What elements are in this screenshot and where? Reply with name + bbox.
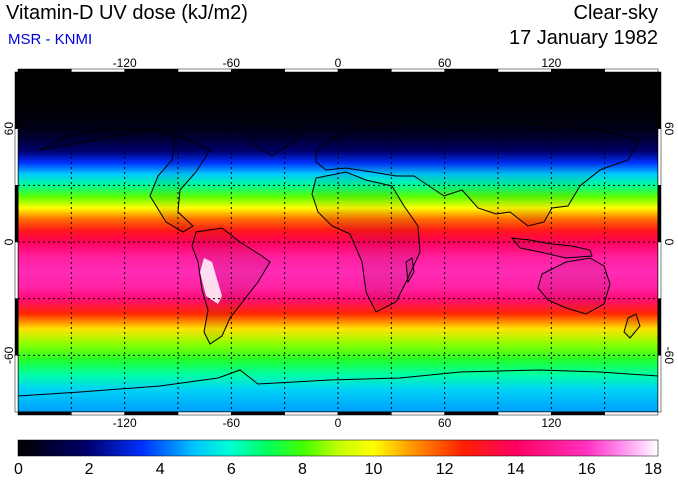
coastline-africa: [311, 171, 421, 313]
frame-tick-top: [444, 68, 499, 73]
frame-tick-right: [657, 298, 662, 356]
colorbar-tick-label: 4: [156, 461, 165, 478]
frame-tick-bottom: [177, 411, 232, 416]
longitude-label-bottom: 60: [438, 416, 452, 430]
frame-tick-bottom: [444, 411, 499, 416]
colorbar: 0 2 4 6 8 10 12 14 16 18: [14, 439, 662, 478]
longitude-labels: -120 -120 -60 -60 0 0 60 60 120 120: [113, 56, 562, 430]
frame-tick-bottom: [284, 411, 339, 416]
longitude-label-bottom: 120: [541, 416, 561, 430]
longitude-label-top: 60: [438, 56, 452, 70]
coastline-antarctica: [18, 369, 658, 397]
frame-tick-top: [284, 68, 339, 73]
frame-tick-right: [657, 355, 662, 413]
colorbar-tick-label: 2: [85, 461, 94, 478]
latitude-label-right: 0: [662, 239, 676, 246]
frame-tick-right: [657, 185, 662, 243]
frame-tick-bottom: [551, 411, 605, 416]
latitude-label-left: 0: [2, 238, 16, 245]
frame-tick-left: [14, 71, 19, 129]
colorbar-scale: [17, 439, 659, 457]
frame-tick-right: [657, 71, 662, 129]
frame-tick-left: [14, 241, 19, 299]
land-overlay: [18, 105, 658, 397]
frame-tick-left: [14, 185, 19, 243]
coastline-indonesia: [510, 237, 593, 259]
coastline-australia: [537, 257, 611, 315]
latitude-label-left: 60: [2, 122, 16, 136]
frame-tick-bottom: [71, 411, 125, 416]
colorbar-tick-label: 0: [14, 461, 23, 478]
frame-tick-right: [657, 128, 662, 186]
coastline-eurasia: [315, 117, 641, 227]
longitude-label-top: -120: [113, 56, 137, 70]
frame-tick-bottom: [497, 411, 552, 416]
colorbar-tick-label: 10: [365, 461, 383, 478]
latitude-labels: 60 60 0 0 -60 -60: [2, 122, 676, 365]
frame-tick-left: [14, 128, 19, 186]
data-source-label: MSR - KNMI: [8, 31, 93, 48]
longitude-label-bottom: 0: [335, 416, 342, 430]
frame-tick-right: [657, 241, 662, 299]
colorbar-tick-label: 6: [227, 461, 236, 478]
map-title: Vitamin-D UV dose (kJ/m2): [6, 2, 248, 24]
longitude-label-top: 0: [335, 56, 342, 70]
longitude-label-top: 120: [541, 56, 561, 70]
frame-tick-bottom: [17, 411, 72, 416]
colorbar-tick-label: 8: [298, 461, 307, 478]
colorbar-tick-label: 16: [578, 461, 596, 478]
coastline-south-america: [191, 227, 271, 345]
frame-tick-bottom: [337, 411, 392, 416]
latitude-label-right: -60: [662, 347, 676, 365]
frame-tick-top: [604, 68, 659, 73]
frame-ticks: [14, 68, 662, 416]
sky-condition-label: Clear-sky: [573, 2, 658, 24]
map-area: -120 -120 -60 -60 0 0 60 60 120 120 60 60 0 0 -60 -60: [2, 56, 676, 430]
latitude-label-right: 60: [662, 122, 676, 136]
colorbar-tick-label: 18: [644, 461, 662, 478]
longitude-label-bottom: -60: [223, 416, 241, 430]
coastline-new-zealand: [623, 313, 641, 339]
coastline-madagascar: [405, 257, 415, 284]
frame-tick-bottom: [124, 411, 179, 416]
coastline-greenland: [239, 105, 307, 157]
colorbar-tick-labels: 0 2 4 6 8 10 12 14 16 18: [14, 461, 662, 478]
colorbar-tick-label: 12: [436, 461, 454, 478]
colorbar-tick-label: 14: [507, 461, 525, 478]
coastline-north-america: [39, 127, 211, 233]
andes-high-dose-region: [200, 258, 222, 304]
frame-tick-top: [337, 68, 392, 73]
graticule: [18, 72, 658, 412]
frame-tick-bottom: [231, 411, 285, 416]
frame-tick-top: [17, 68, 72, 73]
latitude-label-left: -60: [2, 346, 16, 364]
longitude-label-bottom: -120: [113, 416, 137, 430]
date-label: 17 January 1982: [508, 27, 658, 49]
frame-tick-bottom: [391, 411, 445, 416]
frame-tick-bottom: [604, 411, 659, 416]
frame-tick-top: [391, 68, 445, 73]
longitude-label-top: -60: [223, 56, 241, 70]
frame-tick-left: [14, 355, 19, 413]
